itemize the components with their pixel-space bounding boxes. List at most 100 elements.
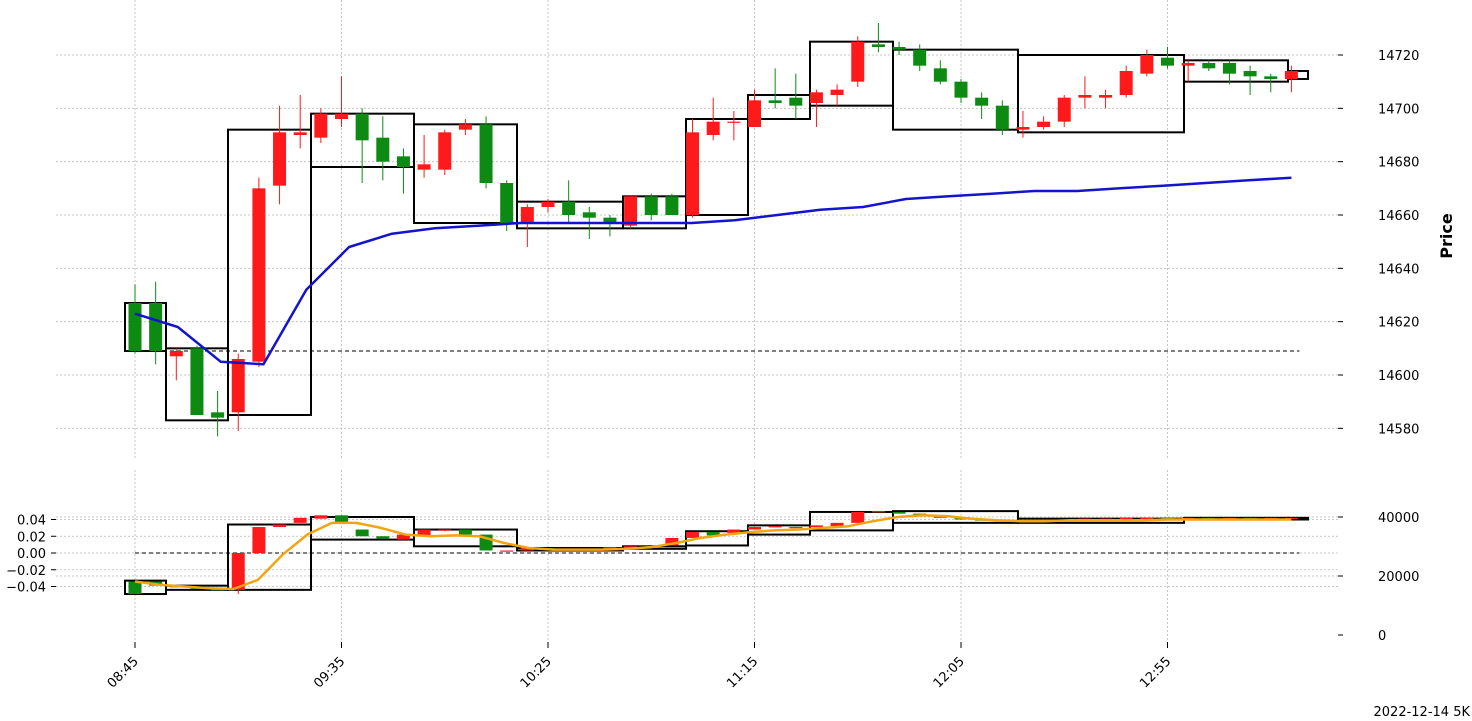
candle-body — [686, 132, 700, 215]
price-candle — [169, 348, 183, 381]
candle-body — [995, 105, 1009, 130]
price-tick-label: 14720 — [1378, 49, 1419, 64]
indicator-range-box — [310, 515, 415, 541]
x-tick-label: 09:35 — [311, 654, 348, 691]
indicator-candle — [458, 529, 472, 535]
indicator-candle — [871, 511, 885, 513]
price-candle — [396, 148, 410, 194]
indicator-candle — [892, 511, 906, 514]
price-candle — [1284, 65, 1298, 93]
price-tick-label: 14680 — [1378, 156, 1419, 171]
price-candle — [355, 108, 369, 183]
indicator-moving-average-line — [134, 514, 1292, 591]
indicator-candle — [1119, 517, 1133, 520]
candle-body — [954, 81, 968, 98]
candle-body — [809, 525, 823, 528]
candle-body — [789, 527, 803, 529]
indicator-candle — [727, 529, 741, 533]
candle-body — [768, 100, 782, 103]
price-candle — [1243, 65, 1257, 95]
price-moving-average-line — [134, 176, 1292, 366]
price-candle — [128, 284, 142, 354]
candle-body — [376, 137, 390, 162]
price-candle — [892, 41, 906, 55]
candle-body — [1099, 95, 1113, 98]
indicator-candle — [273, 524, 287, 528]
indicator-candle — [396, 534, 410, 540]
price-candle — [438, 129, 452, 175]
candle-body — [1078, 95, 1092, 98]
candle-body — [1140, 55, 1154, 74]
x-tick-label: 12:55 — [1137, 654, 1174, 691]
indicator-candle — [314, 515, 328, 519]
candle-body — [1202, 63, 1216, 69]
reference-lines — [135, 350, 1300, 554]
price-range-box — [685, 118, 749, 216]
candle-body — [128, 303, 142, 351]
candle-body — [1140, 517, 1154, 520]
price-candle — [748, 89, 761, 127]
moving-average-lines — [134, 176, 1292, 591]
price-candle — [211, 391, 225, 437]
price-candle — [1222, 60, 1236, 85]
price-candle — [913, 44, 927, 71]
candle-body — [562, 201, 576, 215]
indicator-candle — [809, 525, 823, 528]
candle-body — [520, 207, 534, 223]
candle-body — [396, 156, 410, 167]
candle-body — [128, 581, 142, 595]
candle-body — [417, 164, 431, 170]
candle-body — [727, 121, 741, 123]
indicator-right-tick-label: 0 — [1378, 629, 1386, 644]
candle-body — [851, 41, 865, 82]
candle-body — [768, 526, 782, 528]
candle-body — [748, 527, 761, 530]
indicator-candle — [748, 527, 761, 530]
price-candle — [149, 281, 163, 365]
price-candle — [500, 180, 514, 231]
price-candle — [1181, 60, 1195, 82]
indicator-candle — [355, 529, 369, 537]
price-candle — [1119, 65, 1133, 98]
candle-body — [665, 196, 679, 215]
indicator-candle — [438, 529, 452, 532]
candle-body — [252, 188, 266, 362]
indicator-right-tick-label: 20000 — [1378, 570, 1419, 585]
price-candle — [231, 353, 245, 431]
candle-body — [355, 113, 369, 141]
price-tick-label: 14700 — [1378, 102, 1419, 117]
candle-body — [314, 113, 328, 138]
indicator-candle — [624, 546, 638, 548]
indicator-candle — [128, 581, 142, 595]
candle-body — [665, 537, 679, 546]
price-candle — [706, 97, 720, 141]
indicator-candle — [768, 526, 782, 528]
candle-body — [851, 511, 865, 523]
price-candle — [1202, 60, 1216, 71]
x-tick-label: 08:45 — [105, 654, 142, 691]
price-candle — [273, 105, 287, 205]
candle-body — [748, 100, 761, 127]
price-candle — [975, 92, 989, 119]
indicator-candle — [335, 515, 348, 523]
candle-body — [603, 547, 617, 549]
price-tick-label: 14580 — [1378, 422, 1419, 437]
price-candle — [830, 84, 844, 106]
candle-body — [892, 511, 906, 514]
footer-date-label: 2022-12-14 5K — [1374, 705, 1471, 720]
candle-body — [211, 412, 225, 418]
price-candle — [479, 116, 493, 189]
candle-body — [582, 212, 596, 218]
price-axis-title: Price — [1437, 213, 1456, 259]
indicator-candle — [830, 522, 844, 527]
indicator-range-box — [227, 523, 312, 591]
candle-body — [727, 529, 741, 533]
candle-body — [1222, 63, 1236, 74]
candle-body — [293, 517, 307, 523]
candle-body — [190, 348, 204, 415]
candle-body — [603, 217, 617, 223]
price-tick-label: 14640 — [1378, 262, 1419, 277]
candle-body — [500, 550, 514, 552]
price-candle — [458, 119, 472, 135]
indicator-candle — [1140, 517, 1154, 520]
